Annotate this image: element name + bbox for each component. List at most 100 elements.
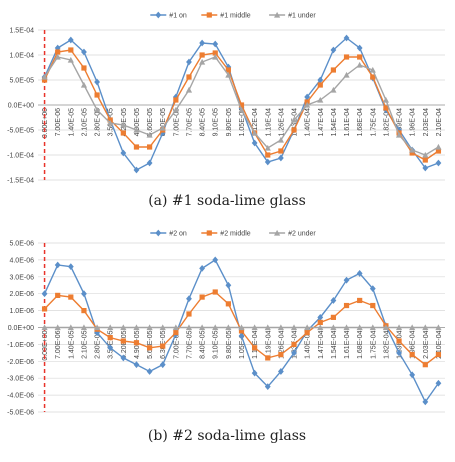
y-tick-label: -5.0E-06 xyxy=(7,410,34,417)
y-tick-label: -2.0E-06 xyxy=(7,359,34,366)
marker xyxy=(133,324,140,331)
marker xyxy=(93,106,101,113)
x-tick-label: 1.54E-04 xyxy=(331,330,338,359)
marker xyxy=(330,314,337,320)
x-tick-label: 1.19E-04 xyxy=(265,108,272,137)
y-tick-label: -1.5E-04 xyxy=(7,178,34,185)
marker xyxy=(369,324,376,331)
x-tick-label: 9.10E-05 xyxy=(213,108,220,137)
marker xyxy=(291,127,297,133)
marker xyxy=(370,302,376,309)
x-tick-label: 8.40E-05 xyxy=(200,330,207,359)
marker xyxy=(251,139,258,147)
marker xyxy=(356,270,363,277)
marker xyxy=(159,124,166,131)
marker xyxy=(94,78,100,86)
y-tick-label: -1.0E-04 xyxy=(7,153,34,160)
marker xyxy=(304,93,311,101)
marker xyxy=(409,371,416,379)
marker xyxy=(290,116,298,123)
marker xyxy=(409,150,415,156)
marker xyxy=(225,324,232,331)
caption: (b) #2 soda-lime glass xyxy=(148,428,306,444)
marker xyxy=(317,324,324,331)
x-tick-label: 7.00E-06 xyxy=(55,330,62,359)
marker xyxy=(343,54,350,60)
marker xyxy=(264,383,271,391)
marker xyxy=(133,144,140,150)
x-tick-label: 1.40E-05 xyxy=(68,330,75,359)
marker xyxy=(172,106,179,113)
x-tick-label: 1.96E-04 xyxy=(410,330,417,359)
x-tick-label: 4.20E-05 xyxy=(121,330,128,359)
marker xyxy=(107,344,114,352)
marker xyxy=(146,368,153,375)
x-tick-label: 7.00E-05 xyxy=(173,108,180,137)
marker xyxy=(409,324,416,331)
marker xyxy=(94,92,100,98)
legend-label: #2 middle xyxy=(220,231,250,238)
marker xyxy=(133,126,140,133)
x-tick-label: 1.96E-04 xyxy=(410,108,417,137)
marker xyxy=(41,290,48,298)
marker xyxy=(409,146,416,153)
marker xyxy=(435,143,442,150)
marker xyxy=(199,324,206,331)
marker xyxy=(225,281,232,289)
marker xyxy=(382,324,390,331)
marker xyxy=(54,261,61,269)
marker xyxy=(304,324,311,331)
marker xyxy=(369,285,376,293)
marker xyxy=(343,71,350,78)
y-tick-label: 1.5E-04 xyxy=(9,28,34,35)
marker xyxy=(41,324,48,331)
marker xyxy=(212,50,218,56)
y-tick-label: -4.0E-06 xyxy=(7,393,34,400)
marker xyxy=(55,49,61,55)
marker xyxy=(212,53,219,60)
marker xyxy=(212,289,218,295)
marker xyxy=(357,54,363,60)
marker xyxy=(435,324,442,331)
marker xyxy=(317,319,323,326)
marker xyxy=(225,71,232,78)
marker xyxy=(206,230,212,236)
marker xyxy=(251,369,258,377)
marker xyxy=(81,48,87,56)
marker xyxy=(435,351,442,358)
marker xyxy=(395,131,403,138)
legend: #2 on #2 middle #2 under xyxy=(150,229,316,238)
x-tick-label: 2.10E-04 xyxy=(436,108,443,137)
marker xyxy=(41,73,48,80)
marker xyxy=(81,290,87,298)
marker xyxy=(146,345,153,351)
y-tick-label: 1.0E-04 xyxy=(9,53,34,60)
marker xyxy=(67,56,74,63)
x-tick-label: 1.89E-04 xyxy=(397,108,404,137)
legend-label: #1 middle xyxy=(220,13,250,20)
x-tick-label: 4.20E-05 xyxy=(121,108,128,137)
marker xyxy=(278,351,284,358)
y-tick-label: 4.0E-06 xyxy=(9,257,34,264)
marker xyxy=(291,341,297,347)
legend: #1 on #1 middle #1 under xyxy=(150,11,316,20)
marker xyxy=(238,332,245,340)
marker xyxy=(278,148,284,154)
marker xyxy=(330,86,337,93)
marker xyxy=(291,349,297,357)
marker xyxy=(68,294,74,300)
x-tick-label: 1.05E-04 xyxy=(239,330,246,359)
y-tick-label: 0.0E+00 xyxy=(8,103,34,110)
marker xyxy=(80,81,88,88)
marker xyxy=(94,329,100,336)
marker xyxy=(265,355,271,361)
x-tick-label: 2.80E-05 xyxy=(95,330,102,359)
marker xyxy=(304,329,310,336)
marker xyxy=(199,39,206,47)
x-tick-label: 2.10E-05 xyxy=(81,108,88,137)
marker xyxy=(317,96,324,103)
marker xyxy=(155,229,162,237)
marker xyxy=(107,324,114,331)
marker xyxy=(238,328,245,334)
marker xyxy=(330,324,337,331)
